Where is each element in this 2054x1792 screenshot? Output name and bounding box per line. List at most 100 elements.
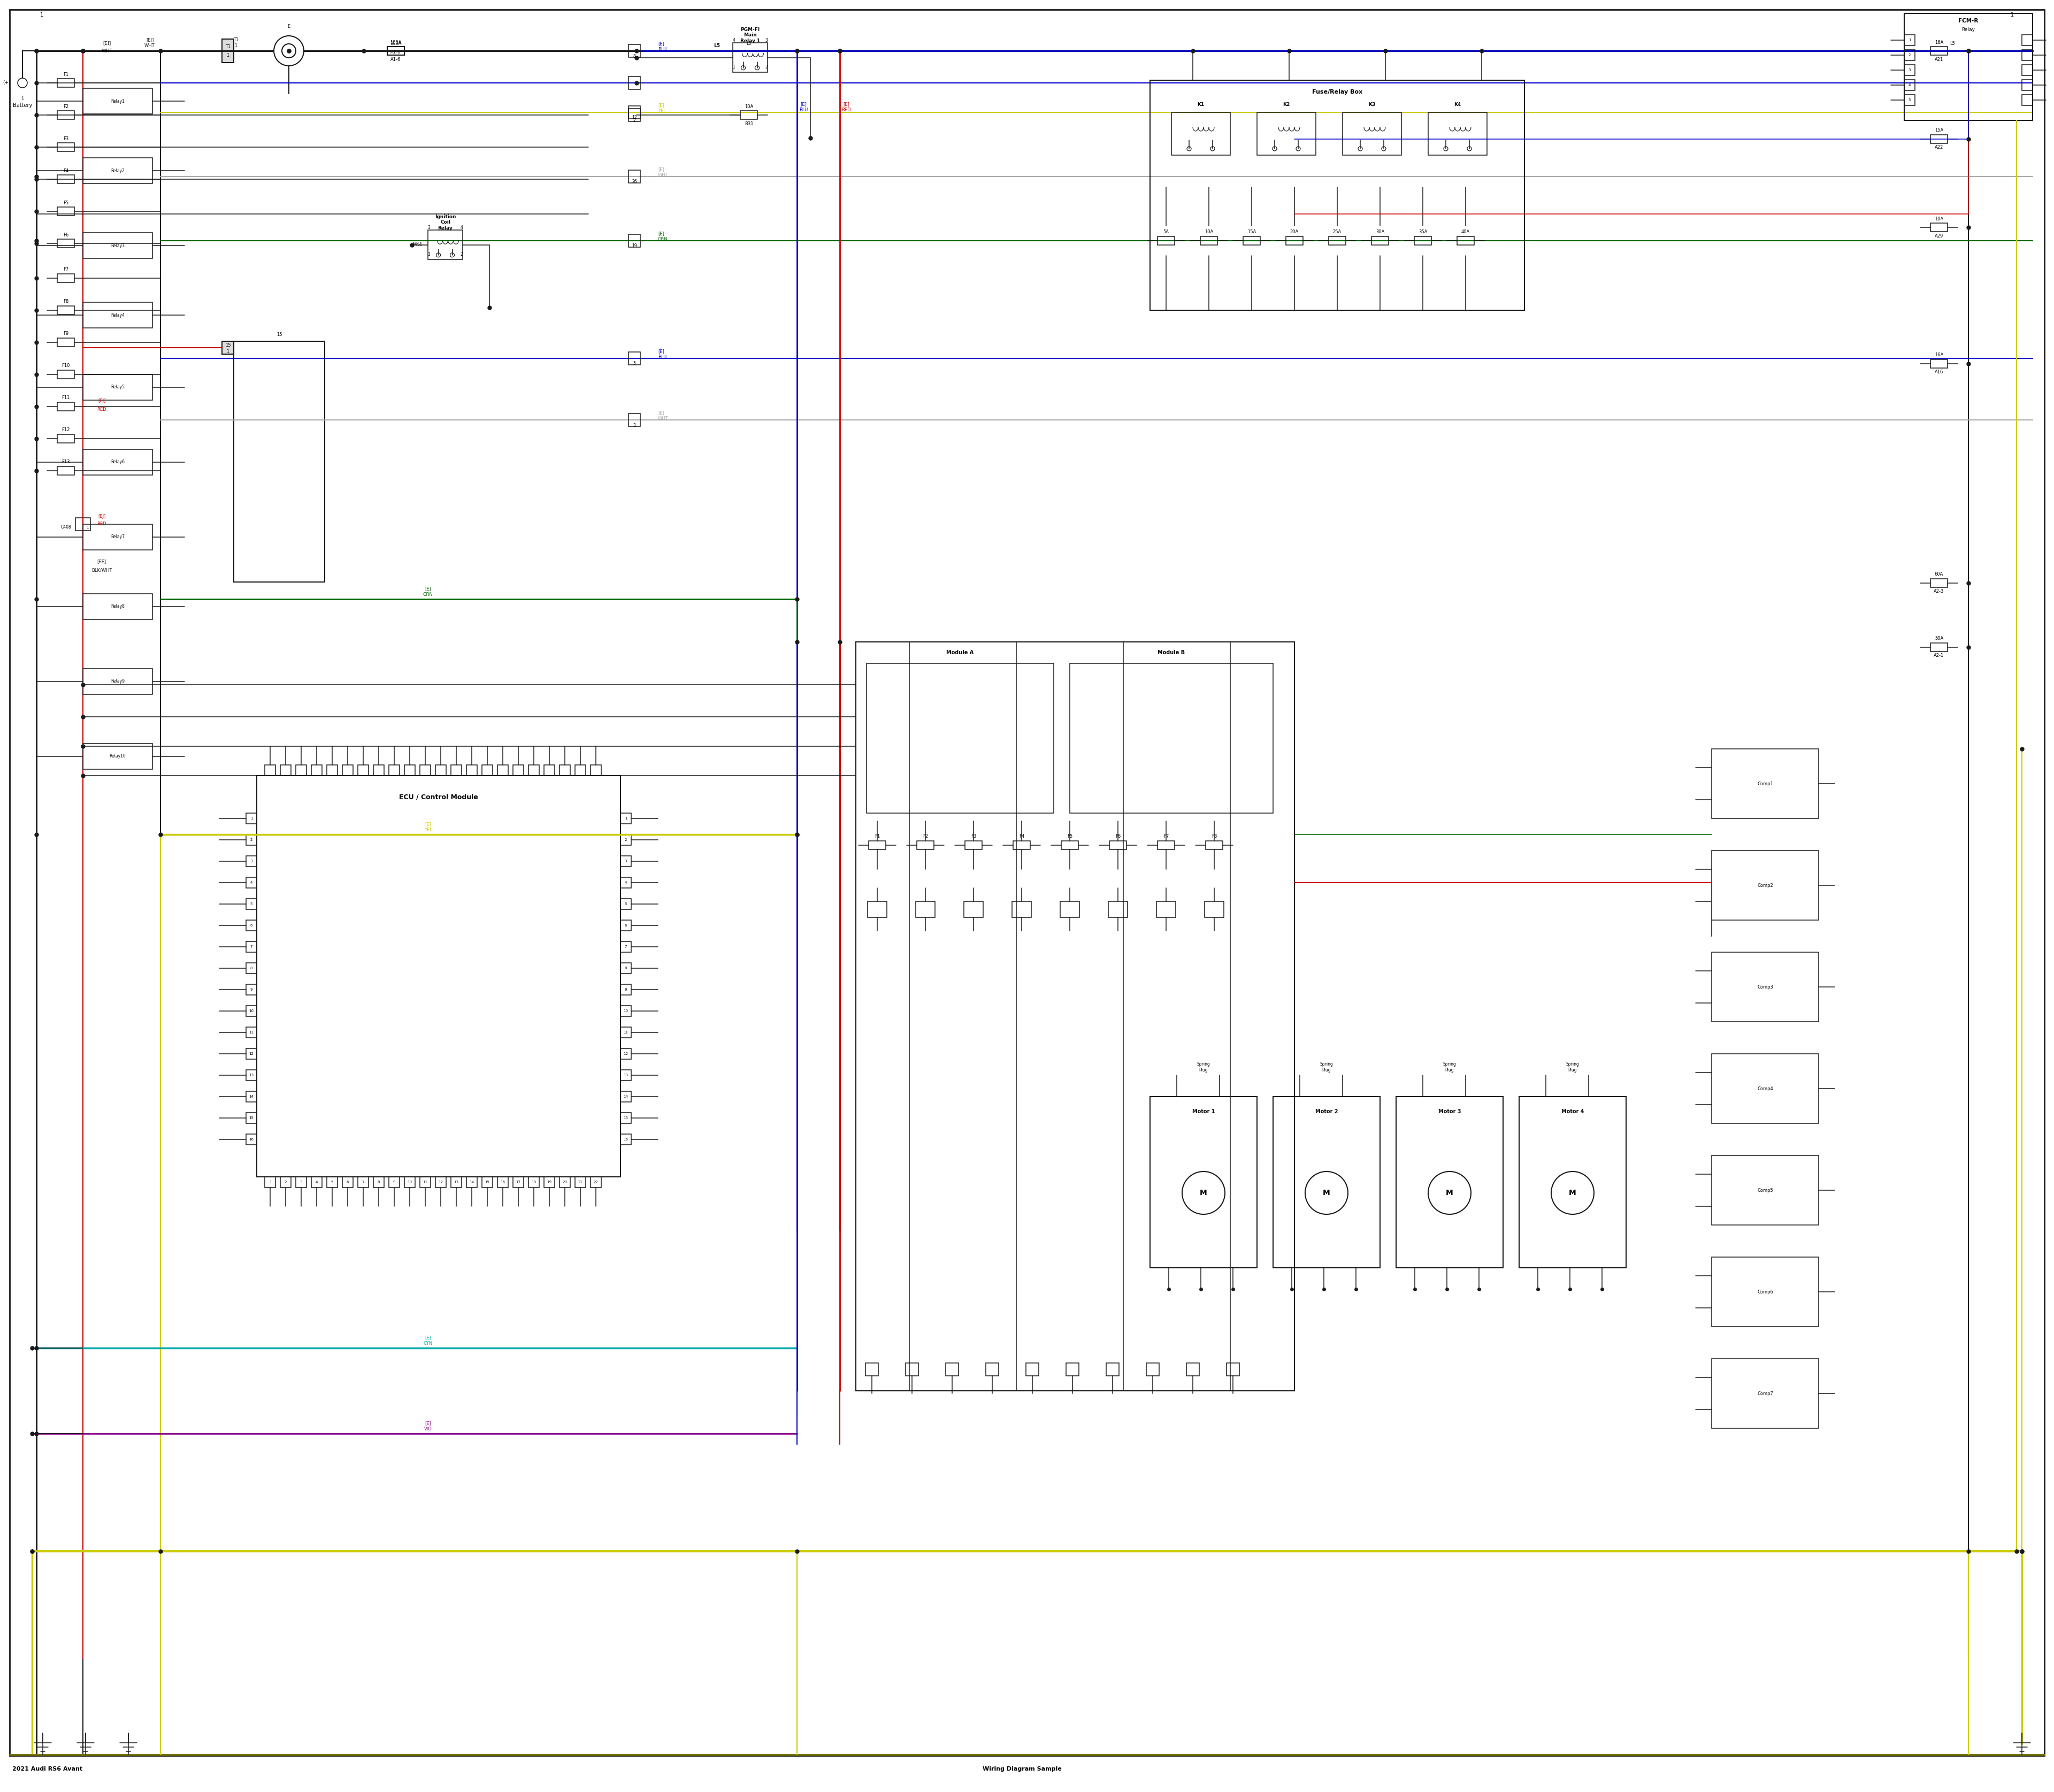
Bar xyxy=(405,765,415,776)
Text: RED: RED xyxy=(97,521,107,527)
Bar xyxy=(279,765,292,776)
Text: 4: 4 xyxy=(624,882,626,883)
Text: Comp1: Comp1 xyxy=(1758,781,1773,787)
Text: Motor 1: Motor 1 xyxy=(1191,1109,1214,1115)
Bar xyxy=(357,765,368,776)
Text: 2: 2 xyxy=(283,1181,288,1185)
Bar xyxy=(246,898,257,909)
Bar xyxy=(1931,222,1947,231)
Bar xyxy=(483,765,493,776)
Text: 5A: 5A xyxy=(1163,229,1169,235)
Text: 15: 15 xyxy=(249,1116,255,1120)
Text: 5: 5 xyxy=(251,903,253,905)
Bar xyxy=(1109,901,1128,918)
Text: [E]
CYN: [E] CYN xyxy=(423,1335,433,1346)
Text: 10: 10 xyxy=(624,1009,629,1012)
Text: Relay2: Relay2 xyxy=(111,168,125,174)
Text: 15: 15 xyxy=(624,1116,629,1120)
Circle shape xyxy=(1428,1172,1471,1215)
Text: 14: 14 xyxy=(249,1095,255,1098)
Bar xyxy=(1109,840,1126,849)
Bar xyxy=(1931,134,1947,143)
Bar xyxy=(246,919,257,930)
Bar xyxy=(1060,901,1080,918)
Text: M: M xyxy=(1323,1190,1331,1197)
Text: E: E xyxy=(288,25,290,29)
Bar xyxy=(620,919,631,930)
Bar xyxy=(82,450,152,475)
Text: 15A: 15A xyxy=(1935,127,1943,133)
Bar xyxy=(1415,237,1432,246)
Text: F9: F9 xyxy=(64,332,68,337)
Bar xyxy=(1206,840,1222,849)
Text: L5: L5 xyxy=(1949,41,1955,47)
Text: [E]
VIO: [E] VIO xyxy=(423,1421,431,1432)
Text: 12: 12 xyxy=(249,1052,255,1055)
Bar xyxy=(1273,1097,1380,1267)
Text: RED: RED xyxy=(97,407,107,412)
Bar xyxy=(1372,237,1389,246)
Bar xyxy=(2021,34,2033,45)
Text: [E]
WHT: [E] WHT xyxy=(657,410,668,421)
Bar xyxy=(82,593,152,620)
Text: K3: K3 xyxy=(1368,102,1376,108)
Bar xyxy=(388,47,405,56)
Text: 100A: 100A xyxy=(390,41,403,47)
Bar xyxy=(1025,1364,1039,1376)
Bar xyxy=(869,840,885,849)
Text: 1: 1 xyxy=(427,253,429,256)
Text: A16: A16 xyxy=(1935,369,1943,375)
Bar xyxy=(246,814,257,824)
Bar xyxy=(246,857,257,867)
Bar xyxy=(82,303,152,328)
Text: [E]
BLU: [E] BLU xyxy=(657,41,668,52)
Bar xyxy=(435,1177,446,1188)
Text: 4: 4 xyxy=(733,38,735,43)
Bar xyxy=(1904,50,1914,61)
Text: F5: F5 xyxy=(64,201,68,204)
Text: A1-6: A1-6 xyxy=(390,57,401,61)
Bar xyxy=(739,111,758,120)
Bar xyxy=(58,401,74,410)
Text: Motor 2: Motor 2 xyxy=(1315,1109,1337,1115)
Bar xyxy=(1204,901,1224,918)
Text: Comp6: Comp6 xyxy=(1756,1290,1773,1294)
Text: Relay6: Relay6 xyxy=(111,461,125,464)
Bar xyxy=(419,1177,431,1188)
Bar xyxy=(58,371,74,378)
Text: Comp7: Comp7 xyxy=(1756,1391,1773,1396)
Text: [EI]: [EI] xyxy=(103,41,111,47)
Bar xyxy=(620,1027,631,1038)
Bar xyxy=(265,1177,275,1188)
Text: Relay8: Relay8 xyxy=(111,604,125,609)
Bar xyxy=(343,765,353,776)
Text: WHT: WHT xyxy=(101,48,113,54)
Bar xyxy=(1070,663,1273,814)
Text: [E]
GRN: [E] GRN xyxy=(423,586,433,597)
Circle shape xyxy=(1183,1172,1224,1215)
Bar xyxy=(629,235,641,247)
Text: 12: 12 xyxy=(624,1052,629,1055)
Text: M: M xyxy=(1569,1190,1575,1197)
Text: Ignition
Coil
Relay: Ignition Coil Relay xyxy=(435,215,456,231)
Text: 2: 2 xyxy=(624,839,626,842)
Bar xyxy=(1226,1364,1239,1376)
Bar xyxy=(246,1091,257,1102)
Text: F3: F3 xyxy=(972,835,976,839)
Bar xyxy=(857,642,1294,1391)
Bar xyxy=(327,765,337,776)
Bar xyxy=(82,88,152,115)
Text: 5: 5 xyxy=(624,903,626,905)
Text: 10A: 10A xyxy=(744,104,754,109)
Text: Module B: Module B xyxy=(1158,650,1185,656)
Text: Fuse/Relay Box: Fuse/Relay Box xyxy=(1313,90,1362,95)
Text: 3: 3 xyxy=(427,226,429,231)
Bar xyxy=(620,1070,631,1081)
Bar xyxy=(82,668,152,694)
Text: 20: 20 xyxy=(563,1181,567,1185)
Text: 7: 7 xyxy=(251,944,253,948)
Bar xyxy=(620,814,631,824)
Bar xyxy=(246,962,257,973)
Bar xyxy=(629,106,641,118)
Text: 13: 13 xyxy=(624,1073,629,1077)
